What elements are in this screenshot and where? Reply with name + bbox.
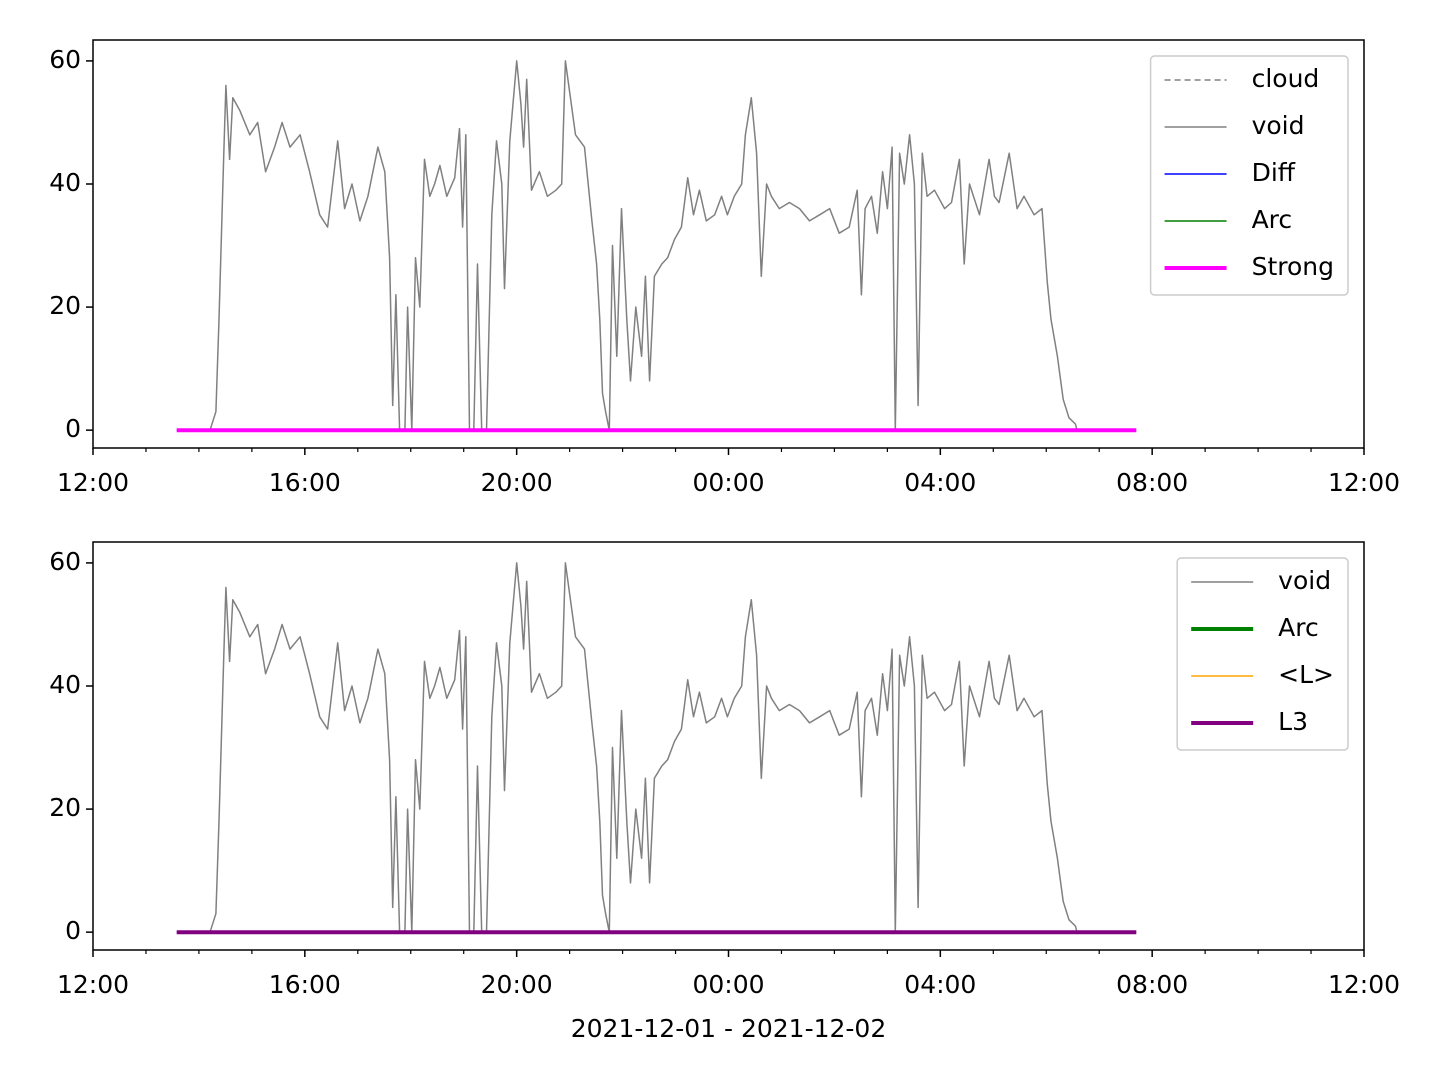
axes-frame [92, 39, 1365, 449]
x-tick-label: 04:00 [904, 468, 976, 497]
x-tick-label: 00:00 [692, 970, 764, 999]
x-tick-label: 20:00 [481, 468, 553, 497]
plot-area [176, 562, 1137, 935]
axes-frame [92, 541, 1365, 951]
x-tick-label: 16:00 [269, 970, 341, 999]
x-tick-label: 12:00 [1328, 468, 1400, 497]
x-tick-label: 20:00 [481, 970, 553, 999]
data-line [176, 562, 1137, 933]
legend: void Arc <L> L3 [1176, 557, 1349, 751]
legend-label: void [1278, 566, 1331, 595]
legend-label: <L> [1278, 660, 1334, 689]
y-tick-label: 0 [65, 414, 81, 443]
data-line [176, 60, 1137, 431]
x-tick-label: 04:00 [904, 970, 976, 999]
y-tick-label: 40 [49, 670, 81, 699]
x-tick-label: 08:00 [1116, 468, 1188, 497]
legend-frame [1149, 55, 1349, 296]
plot-area [176, 60, 1137, 433]
x-tick-label: 12:00 [1328, 970, 1400, 999]
x-tick-label: 12:00 [57, 468, 129, 497]
y-tick-label: 60 [49, 547, 81, 576]
legend-label: Arc [1252, 205, 1293, 234]
y-tick-label: 40 [49, 168, 81, 197]
x-axis-label: 2021-12-01 - 2021-12-02 [571, 1014, 887, 1043]
legend-label: Arc [1278, 613, 1319, 642]
y-tick-label: 20 [49, 291, 81, 320]
legend-label: void [1252, 111, 1305, 140]
legend-label: Strong [1252, 252, 1334, 281]
legend-label: cloud [1252, 64, 1320, 93]
x-tick-label: 08:00 [1116, 970, 1188, 999]
legend-frame [1176, 557, 1349, 751]
legend-label: L3 [1278, 707, 1308, 736]
x-tick-label: 12:00 [57, 970, 129, 999]
legend-label: Diff [1252, 158, 1296, 187]
y-tick-label: 0 [65, 916, 81, 945]
x-tick-label: 16:00 [269, 468, 341, 497]
y-tick-label: 60 [49, 45, 81, 74]
legend: cloud void Diff Arc Strong [1149, 55, 1349, 296]
x-tick-label: 00:00 [692, 468, 764, 497]
y-tick-label: 20 [49, 793, 81, 822]
